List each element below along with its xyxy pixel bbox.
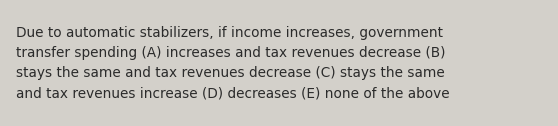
Text: Due to automatic stabilizers, if income increases, government
transfer spending : Due to automatic stabilizers, if income … [16, 26, 449, 100]
